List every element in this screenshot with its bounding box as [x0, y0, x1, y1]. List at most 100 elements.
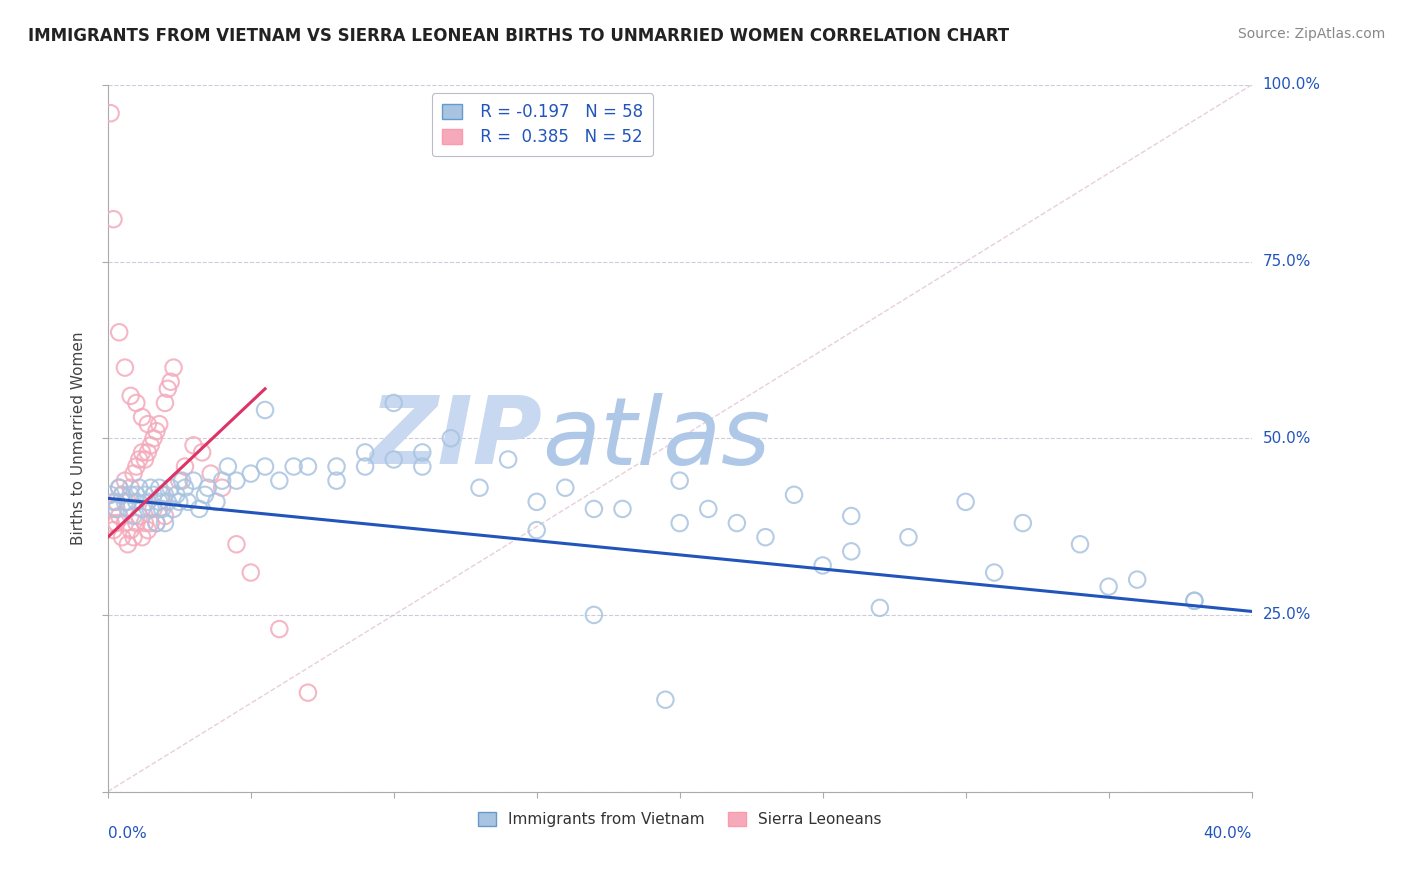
Point: [191, 445, 214, 459]
Point: [150, 502, 173, 516]
Point: [1069, 537, 1091, 551]
Point: [125, 516, 148, 530]
Point: [839, 508, 862, 523]
Point: [128, 452, 150, 467]
Point: [128, 508, 150, 523]
Point: [354, 445, 377, 459]
Point: [468, 481, 491, 495]
Point: [1011, 516, 1033, 530]
Point: [145, 516, 167, 530]
Point: [254, 403, 277, 417]
Point: [120, 389, 142, 403]
Point: [239, 467, 262, 481]
Point: [100, 516, 122, 530]
Point: [139, 481, 162, 495]
Point: [145, 516, 167, 530]
Point: [211, 474, 233, 488]
Point: [225, 474, 247, 488]
Point: [783, 488, 806, 502]
Point: [1184, 594, 1206, 608]
Point: [139, 438, 162, 452]
Point: [114, 474, 136, 488]
Point: [156, 495, 179, 509]
Point: [120, 488, 142, 502]
Point: [225, 537, 247, 551]
Text: 25.0%: 25.0%: [1263, 607, 1310, 623]
Point: [205, 495, 228, 509]
Point: [117, 495, 139, 509]
Point: [382, 452, 405, 467]
Point: [153, 396, 176, 410]
Point: [162, 360, 184, 375]
Point: [148, 502, 170, 516]
Point: [148, 417, 170, 431]
Text: 100.0%: 100.0%: [1263, 78, 1320, 93]
Point: [108, 508, 131, 523]
Point: [139, 516, 162, 530]
Text: 50.0%: 50.0%: [1263, 431, 1310, 446]
Point: [131, 502, 153, 516]
Text: 0.0%: 0.0%: [108, 826, 146, 841]
Point: [153, 508, 176, 523]
Point: [108, 481, 131, 495]
Point: [183, 474, 205, 488]
Point: [111, 488, 134, 502]
Point: [183, 438, 205, 452]
Point: [283, 459, 305, 474]
Point: [1126, 573, 1149, 587]
Point: [134, 516, 156, 530]
Point: [194, 488, 217, 502]
Point: [612, 502, 634, 516]
Point: [297, 686, 319, 700]
Point: [156, 382, 179, 396]
Point: [105, 516, 128, 530]
Point: [111, 530, 134, 544]
Point: [582, 607, 605, 622]
Point: [411, 459, 433, 474]
Point: [162, 502, 184, 516]
Point: [269, 474, 291, 488]
Point: [897, 530, 920, 544]
Point: [103, 212, 125, 227]
Text: Source: ZipAtlas.com: Source: ZipAtlas.com: [1237, 27, 1385, 41]
Point: [105, 502, 128, 516]
Point: [122, 467, 145, 481]
Point: [754, 530, 776, 544]
Point: [211, 481, 233, 495]
Point: [136, 523, 159, 537]
Point: [869, 600, 891, 615]
Point: [167, 495, 190, 509]
Point: [188, 502, 211, 516]
Point: [1097, 580, 1119, 594]
Point: [839, 544, 862, 558]
Point: [114, 360, 136, 375]
Point: [134, 452, 156, 467]
Point: [103, 495, 125, 509]
Text: atlas: atlas: [543, 392, 770, 483]
Point: [153, 516, 176, 530]
Point: [114, 495, 136, 509]
Point: [120, 523, 142, 537]
Text: 75.0%: 75.0%: [1263, 254, 1310, 269]
Point: [148, 495, 170, 509]
Point: [411, 445, 433, 459]
Point: [159, 375, 181, 389]
Point: [103, 523, 125, 537]
Point: [142, 488, 165, 502]
Point: [100, 106, 122, 120]
Point: [114, 516, 136, 530]
Point: [526, 523, 548, 537]
Point: [117, 537, 139, 551]
Point: [668, 516, 690, 530]
Point: [697, 502, 720, 516]
Point: [269, 622, 291, 636]
Point: [668, 474, 690, 488]
Point: [100, 488, 122, 502]
Point: [174, 459, 197, 474]
Point: [354, 459, 377, 474]
Point: [725, 516, 748, 530]
Point: [440, 431, 463, 445]
Point: [125, 488, 148, 502]
Text: 40.0%: 40.0%: [1204, 826, 1251, 841]
Point: [654, 692, 676, 706]
